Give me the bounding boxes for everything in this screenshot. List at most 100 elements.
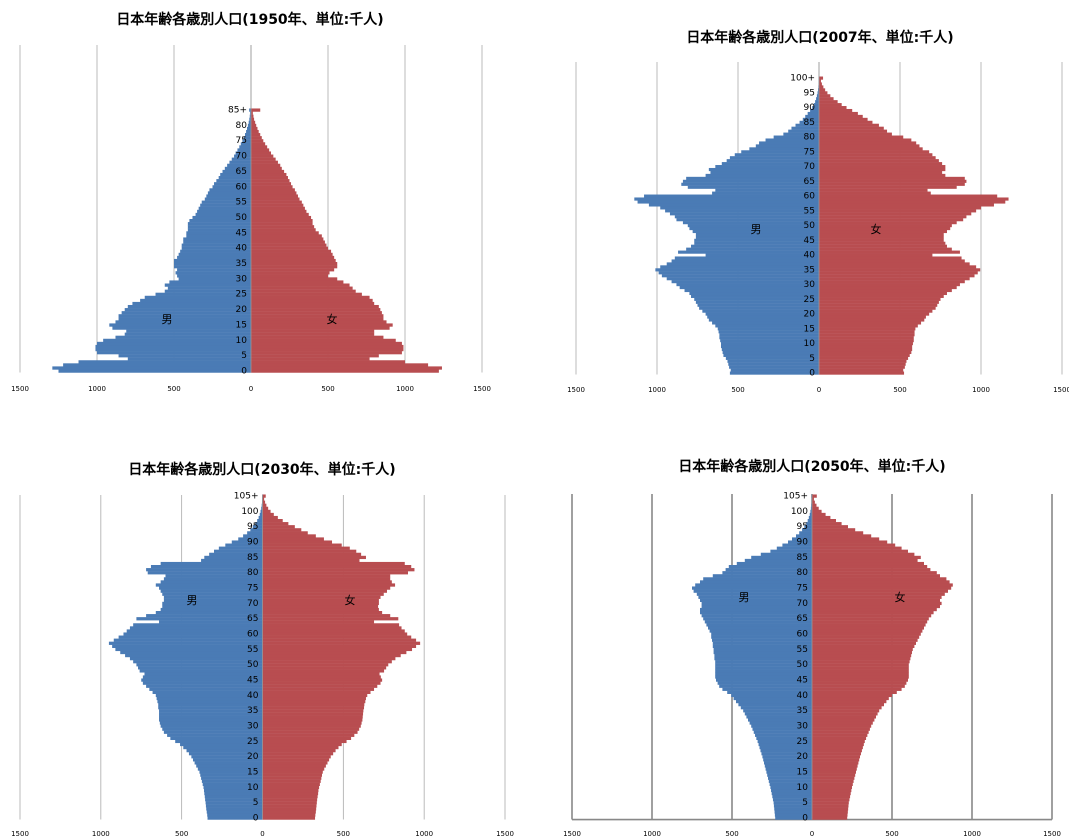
male-bar [689,226,819,231]
female-bar [812,574,940,578]
female-bar [262,540,333,544]
female-bar [819,339,914,343]
female-bar [262,672,380,676]
male-bar [722,350,819,355]
female-bar [251,280,344,284]
female-bar [251,246,328,250]
male-bar [791,126,819,130]
female-bar [262,543,342,547]
female-bar [262,724,361,728]
female-bar [812,528,856,532]
male-bar [722,571,812,575]
female-bar [251,314,384,318]
male-bar [118,317,251,321]
female-bar [812,525,848,529]
male-bar [676,283,819,287]
male-bar [242,139,251,143]
male-bar [115,320,251,324]
male-bar [207,191,251,195]
male-bar [160,561,263,566]
male-bar [214,182,251,186]
age-label: 35 [804,265,815,275]
female-bar [819,111,858,116]
male-bar [250,528,263,532]
age-label: 20 [236,305,248,315]
female-bar [262,718,363,722]
male-bar [775,816,812,820]
age-label: 15 [247,768,258,778]
female-bar [819,321,922,325]
male-bar [216,179,251,183]
x-tick-label: 1500 [1043,830,1061,838]
male-bar [715,669,812,673]
female-bar [262,552,362,556]
male-bar [655,268,819,272]
female-bar [262,519,283,523]
female-bar [251,188,295,192]
series-label: 男 [162,313,173,326]
male-bar [197,767,263,771]
female-bar [262,749,336,753]
female-bar [819,97,834,101]
female-bar [812,522,842,526]
female-bar [262,635,412,639]
female-bar [251,169,285,174]
male-bar [121,311,251,315]
female-bar [812,672,909,676]
age-label: 80 [797,568,809,578]
male-bar [713,650,812,655]
male-bar [788,540,812,544]
age-label: 75 [797,584,808,594]
male-bar [686,176,819,180]
male-bar [730,368,819,372]
chart-title: 日本年齢各歳別人口(2007年、単位:千人) [686,29,953,46]
male-bar [705,253,819,257]
x-tick-label: 500 [731,386,744,394]
female-bar [251,139,264,143]
male-bar [694,238,819,242]
age-label: 0 [809,369,815,379]
female-bar [819,117,868,121]
age-label: 80 [236,121,248,131]
male-bar [720,339,819,343]
male-bar [194,761,263,765]
age-label: 50 [804,221,816,231]
male-bar [204,197,251,201]
age-label: 85 [797,553,808,563]
female-bar [262,580,392,584]
female-bar [819,330,915,334]
male-bar [243,534,263,538]
female-bar [819,288,952,293]
female-bar [251,304,379,309]
male-bar [761,752,812,756]
age-label: 55 [797,645,808,655]
female-bar [251,219,313,223]
male-bar [692,229,819,234]
female-bar [819,144,920,148]
female-bar [262,647,413,652]
female-bar [251,341,402,346]
male-bar [112,326,252,330]
male-bar [169,280,251,284]
female-bar [262,696,366,701]
male-bar [175,739,263,744]
age-label: 90 [247,538,259,548]
age-label: 70 [247,599,259,609]
age-label: 100 [241,507,258,517]
female-bar [812,515,831,520]
female-bar [262,801,317,805]
male-bar [220,172,251,177]
x-tick-label: 1500 [11,385,29,393]
female-bar [819,344,913,349]
male-bar [788,129,819,133]
male-bar [715,672,812,676]
male-bar [712,644,812,648]
female-bar [262,653,401,658]
female-bar [819,309,933,313]
female-bar [819,103,842,107]
age-label: 5 [809,354,815,364]
female-bar [812,742,864,747]
male-bar [691,294,819,298]
female-bar [251,292,362,296]
male-bar [705,312,819,316]
